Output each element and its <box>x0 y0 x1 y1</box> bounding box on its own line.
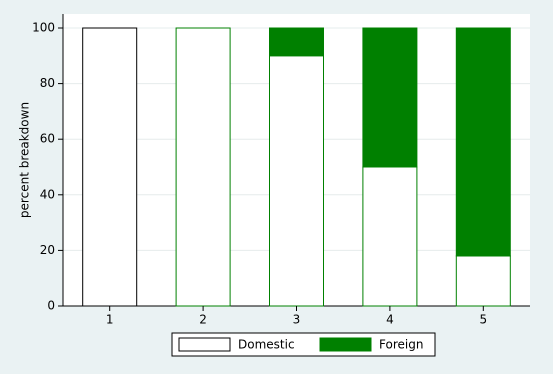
y-tick-label: 100 <box>32 21 55 35</box>
bar <box>175 27 231 307</box>
y-tick-label: 0 <box>47 299 55 313</box>
bar <box>269 55 324 307</box>
legend-swatch <box>178 337 231 352</box>
bar <box>455 255 511 307</box>
bar <box>82 27 138 307</box>
x-tick-label: 2 <box>199 313 207 327</box>
legend-label: Foreign <box>379 338 423 352</box>
legend-swatch <box>319 337 372 352</box>
y-axis-label: percent breakdown <box>18 102 32 218</box>
bar <box>455 27 511 257</box>
y-tick-label: 60 <box>40 132 55 146</box>
bar <box>269 27 324 57</box>
y-tick-label: 80 <box>40 76 55 90</box>
legend-label: Domestic <box>238 338 295 352</box>
x-tick-label: 4 <box>386 313 394 327</box>
y-tick-label: 40 <box>40 187 55 201</box>
bar <box>362 166 418 307</box>
x-tick-label: 5 <box>479 313 487 327</box>
bar <box>362 27 418 168</box>
x-tick-label: 3 <box>293 313 301 327</box>
x-tick-label: 1 <box>106 313 114 327</box>
y-tick-label: 20 <box>40 243 55 257</box>
